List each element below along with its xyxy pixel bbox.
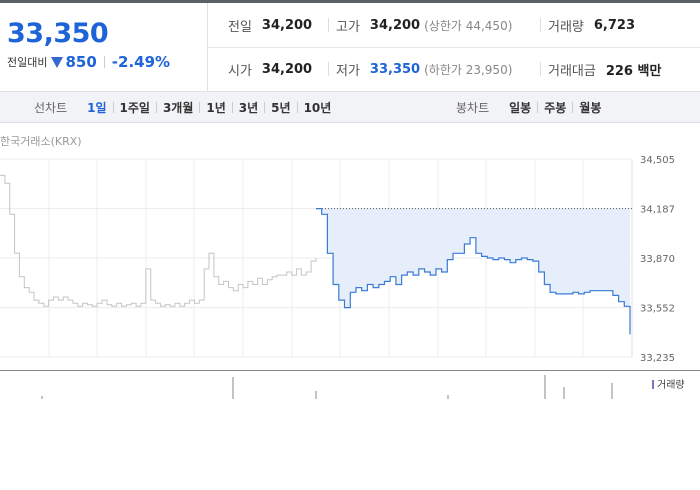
stat-label: 거래대금 [548, 63, 596, 79]
prev-day-line [0, 174, 317, 307]
stat-label: 거래량 [548, 19, 584, 35]
tab-1year[interactable]: 1년 [206, 100, 226, 115]
divider [264, 101, 266, 113]
tab-monthly[interactable]: 월봉 [579, 100, 602, 115]
price-box: 33,350 전일대비 850 -2.49% [0, 3, 208, 91]
change-rate: -2.49% [111, 53, 171, 71]
tab-10years[interactable]: 10년 [303, 100, 332, 115]
stat-value: 34,200 [261, 17, 313, 33]
down-triangle-icon [51, 56, 64, 68]
divider [540, 18, 541, 32]
y-tick-label: 33,235 [640, 353, 675, 364]
change-value: 850 [65, 53, 97, 71]
tab-daily[interactable]: 일봉 [509, 100, 532, 115]
tab-1day[interactable]: 1일 [87, 100, 107, 115]
candle-chart-title: 봉차트 [456, 100, 490, 115]
stats-panel: 전일 34,200 고가 34,200 (상한가 44,450) 거래량 6,7… [208, 3, 700, 91]
y-tick-label: 33,552 [640, 304, 675, 315]
tab-weekly[interactable]: 주봉 [544, 100, 567, 115]
stat-label: 전일 [228, 19, 252, 35]
candle-tab-group: 봉차트 일봉 주봉 월봉 [456, 99, 607, 116]
divider [199, 101, 201, 113]
divider [103, 56, 105, 68]
today-price-line [316, 208, 631, 335]
stat-low: 저가 33,350 (하한가 23,950) [328, 60, 513, 79]
divider [328, 18, 329, 32]
chart-canvas: 34,505 34,187 33,870 33,552 33,235 [0, 155, 675, 364]
price-change-row: 전일대비 850 -2.49% [7, 53, 207, 71]
stat-label: 시가 [228, 63, 252, 79]
volume-canvas: 거래량 [41, 375, 685, 399]
stat-value: 34,200 [261, 61, 313, 77]
top-bar [0, 0, 700, 3]
stat-trade-amount: 거래대금 226 백만 [540, 60, 662, 79]
exchange-label: 한국거래소(KRX) [0, 135, 82, 148]
tab-5years[interactable]: 5년 [271, 100, 291, 115]
stats-row-2: 시가 34,200 저가 33,350 (하한가 23,950) 거래대금 22… [208, 47, 700, 91]
divider [540, 62, 541, 76]
divider [296, 101, 298, 113]
stat-label: 저가 [336, 63, 360, 79]
change-label: 전일대비 [7, 56, 48, 69]
stats-row-1: 전일 34,200 고가 34,200 (상한가 44,450) 거래량 6,7… [208, 3, 700, 48]
divider [537, 101, 539, 113]
y-tick-label: 34,505 [640, 155, 675, 166]
volume-chart: 거래량 [0, 370, 700, 399]
stat-value: 33,350 [369, 61, 421, 77]
tab-3months[interactable]: 3개월 [162, 100, 194, 115]
stat-volume: 거래량 6,723 [540, 16, 636, 35]
line-chart-title: 선차트 [34, 100, 68, 115]
divider [112, 101, 114, 113]
y-tick-label: 34,187 [640, 205, 675, 216]
stat-label: 고가 [336, 19, 360, 35]
lower-limit: (하한가 23,950) [424, 62, 513, 77]
stat-open: 시가 34,200 [228, 60, 312, 79]
tab-1week[interactable]: 1주일 [119, 100, 150, 115]
price-chart: 한국거래소(KRX) 34,505 34,187 33,870 33,552 33,23… [0, 123, 700, 370]
chart-tabs-bar: 선차트 1일 1주일 3개월 1년 3년 5년 10년 봉차트 일봉 주봉 월봉 [0, 92, 700, 123]
stat-high: 고가 34,200 (상한가 44,450) [328, 16, 513, 35]
upper-limit: (상한가 44,450) [424, 18, 513, 33]
stat-value: 6,723 [593, 17, 636, 33]
period-tab-group: 선차트 1일 1주일 3개월 1년 3년 5년 10년 [34, 99, 337, 116]
quote-header: 33,350 전일대비 850 -2.49% 전일 34,200 고가 34,2… [0, 3, 700, 92]
volume-legend-swatch [652, 380, 654, 389]
stat-value: 34,200 [369, 17, 421, 33]
stat-prev-close: 전일 34,200 [228, 16, 312, 35]
volume-legend-label: 거래량 [657, 379, 685, 391]
tab-3years[interactable]: 3년 [238, 100, 259, 115]
current-price: 33,350 [7, 18, 109, 49]
today-fill [316, 208, 630, 335]
stat-value: 226 백만 [605, 63, 662, 79]
divider [328, 62, 329, 76]
divider [231, 101, 233, 113]
divider [572, 101, 574, 113]
divider [155, 101, 157, 113]
y-tick-label: 33,870 [640, 254, 675, 265]
